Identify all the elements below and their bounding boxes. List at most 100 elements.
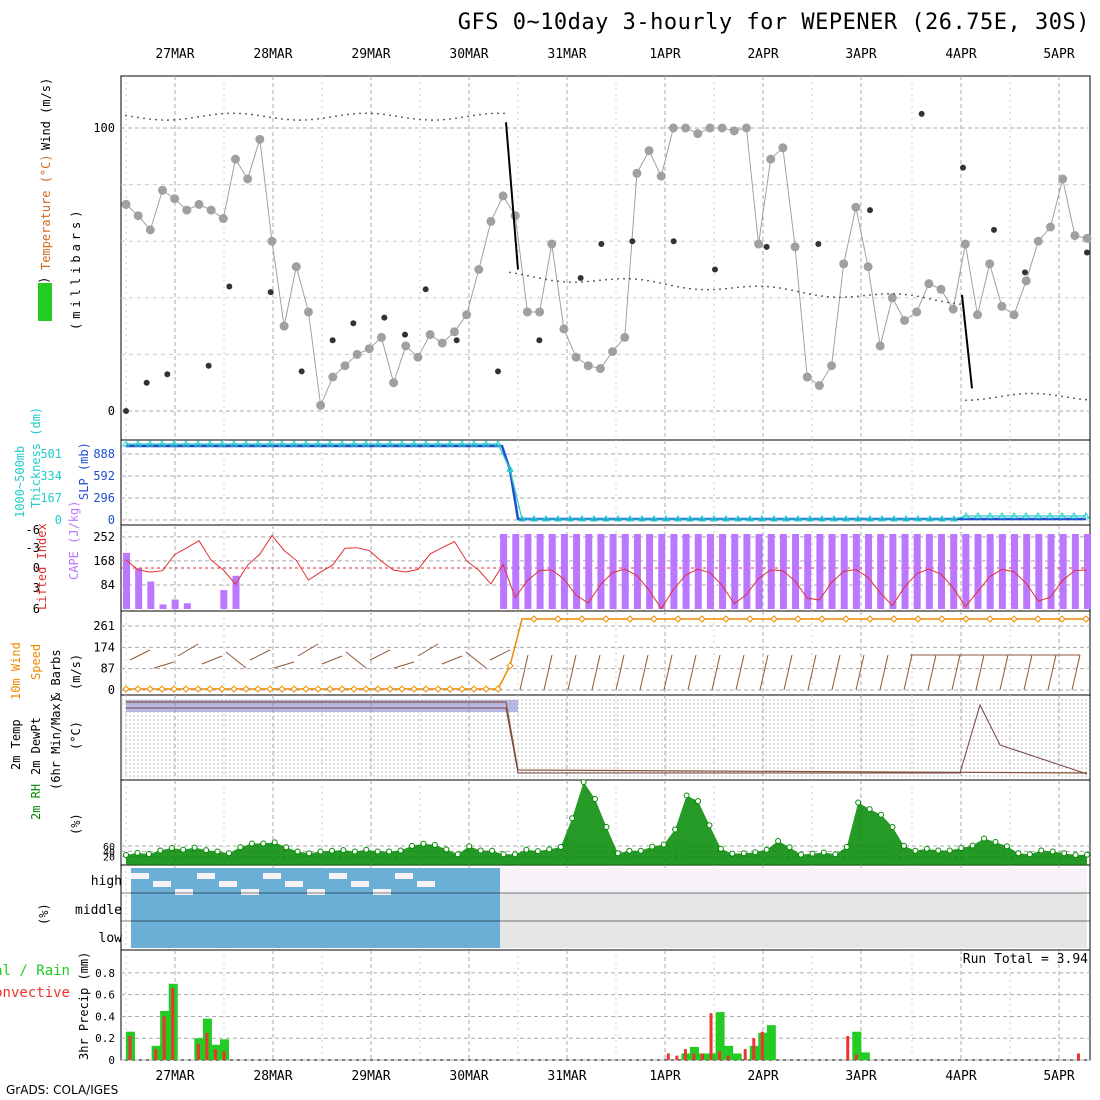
wind-trace-dot bbox=[1079, 398, 1081, 400]
ytick-wind: 261 bbox=[93, 619, 115, 633]
wind-trace-dot bbox=[1019, 393, 1021, 395]
wind-speed-marker bbox=[434, 685, 442, 693]
wind-barb-after bbox=[783, 654, 793, 691]
wind-trace-dot bbox=[917, 295, 919, 298]
wind-speed-marker bbox=[206, 685, 214, 693]
wind-barb-after bbox=[591, 654, 601, 691]
wind-speed-marker bbox=[422, 685, 430, 693]
wind-trace-dot bbox=[371, 112, 373, 115]
thickness-marker bbox=[470, 440, 478, 447]
wind-trace-dot bbox=[419, 118, 421, 121]
cape-bar bbox=[731, 534, 739, 609]
panel-frame-wind bbox=[120, 610, 1091, 696]
cloud-gap bbox=[417, 881, 435, 887]
thickness-marker bbox=[278, 440, 286, 447]
wind-barb-after bbox=[639, 654, 649, 691]
wind-speed-marker bbox=[254, 685, 262, 693]
wind-trace-dot bbox=[233, 112, 235, 115]
wind-speed-marker bbox=[1082, 615, 1090, 623]
wind-trace-dot bbox=[875, 293, 877, 296]
rh2m-point bbox=[660, 841, 667, 848]
ylabel-meteo-mb: (millibars) bbox=[69, 207, 83, 330]
wind-trace-dot bbox=[539, 277, 541, 280]
rh-point bbox=[875, 341, 885, 351]
cape-bar bbox=[889, 534, 897, 609]
thickness-marker bbox=[458, 440, 466, 447]
rh2m-point bbox=[889, 824, 896, 830]
cloud-gap bbox=[153, 881, 171, 887]
wind-barb-after bbox=[687, 654, 697, 691]
precip-convective-bar bbox=[743, 1049, 747, 1060]
date-label-top: 30MAR bbox=[449, 47, 488, 62]
precip-total-bar bbox=[715, 1012, 725, 1060]
cape-bar bbox=[123, 552, 130, 609]
ytick-thickness: 0 bbox=[55, 513, 62, 527]
ytick-precip: 0.6 bbox=[95, 989, 115, 1002]
wind-trace-dot bbox=[143, 117, 145, 120]
ytick-li: 3 bbox=[33, 581, 40, 595]
thickness-marker bbox=[758, 515, 766, 522]
precip-convective-bar bbox=[709, 1013, 713, 1060]
wind-speed-marker bbox=[674, 615, 682, 623]
wind-speed-marker bbox=[314, 685, 322, 693]
precip-convective-bar bbox=[726, 1055, 730, 1060]
thickness-marker bbox=[386, 440, 394, 447]
wind-trace-dot bbox=[197, 116, 199, 118]
rh2m-point bbox=[557, 843, 564, 850]
rh-point bbox=[790, 242, 800, 252]
rh2m-point bbox=[900, 842, 907, 849]
rh2m-point bbox=[454, 851, 461, 858]
wind-barb-after bbox=[855, 654, 865, 691]
cape-bar bbox=[621, 534, 629, 609]
thickness-marker bbox=[146, 440, 154, 447]
date-label-top: 3APR bbox=[845, 47, 876, 62]
wind-speed-marker bbox=[650, 615, 658, 623]
thickness-marker bbox=[830, 515, 838, 522]
wind-trace-dot bbox=[1073, 397, 1075, 400]
wind-trace-dot bbox=[827, 295, 829, 298]
rh-point bbox=[170, 194, 180, 204]
cape-bar bbox=[913, 534, 921, 609]
rh-point bbox=[668, 123, 678, 133]
dark-dot bbox=[867, 207, 873, 214]
wind-trace-dot bbox=[803, 291, 805, 294]
thickness-marker bbox=[926, 515, 934, 522]
wind-trace-dot bbox=[497, 112, 499, 115]
wind-trace-dot bbox=[659, 282, 661, 284]
cape-bar bbox=[573, 534, 581, 609]
wind-trace-dot bbox=[1001, 395, 1003, 398]
dark-dot bbox=[298, 368, 305, 375]
thickness-marker bbox=[518, 515, 526, 522]
thickness-marker bbox=[218, 440, 226, 447]
rh2m-point bbox=[981, 835, 988, 842]
wind-trace-dot bbox=[455, 117, 457, 120]
cape-bar bbox=[986, 534, 994, 609]
rh-point bbox=[900, 315, 910, 325]
wind-trace-dot bbox=[821, 295, 823, 297]
thickness-marker bbox=[1010, 512, 1018, 519]
wind-trace-dot bbox=[479, 113, 481, 116]
ytick-precip: 0.8 bbox=[95, 967, 115, 980]
rh-point bbox=[644, 146, 654, 156]
cloud-gap bbox=[241, 889, 259, 895]
date-label-bottom: 29MAR bbox=[351, 1069, 390, 1084]
ytick-thickness: 501 bbox=[40, 447, 62, 461]
wind-trace-dot bbox=[365, 112, 367, 115]
cape-bar bbox=[925, 534, 933, 609]
rh2m-point bbox=[626, 847, 633, 854]
rh-point bbox=[230, 154, 240, 164]
wind-trace-dot bbox=[563, 280, 565, 283]
wind-barb bbox=[177, 643, 199, 657]
cloud-level-label: middle bbox=[75, 903, 122, 918]
wind-trace-dot bbox=[899, 293, 901, 295]
ylabel-wind-d: (m/s) bbox=[69, 654, 83, 690]
wind-trace-dot bbox=[395, 115, 397, 118]
wind-drop-line bbox=[505, 122, 519, 270]
cloud-gap bbox=[373, 889, 391, 895]
cape-bar bbox=[767, 534, 775, 609]
wind-speed-marker bbox=[626, 615, 634, 623]
wind-barb bbox=[393, 661, 415, 669]
rh2m-point bbox=[374, 848, 381, 855]
wind-trace-dot bbox=[203, 115, 205, 117]
rh-point bbox=[510, 211, 520, 221]
